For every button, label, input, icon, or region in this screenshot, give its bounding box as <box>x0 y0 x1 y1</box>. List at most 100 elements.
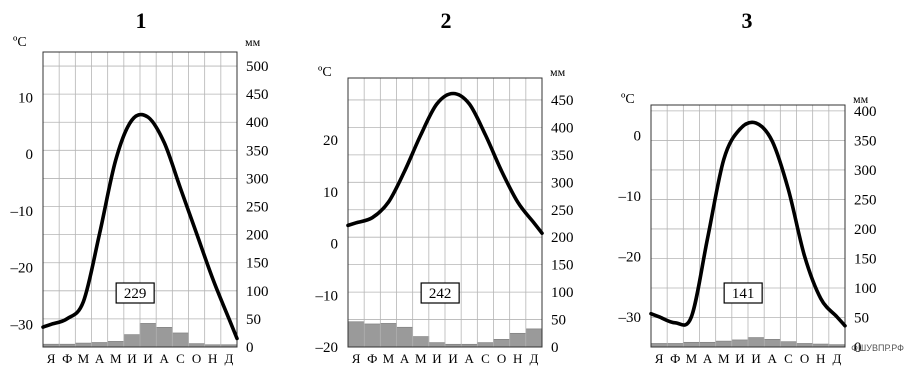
month-label: М <box>383 351 395 366</box>
precipitation-bar <box>107 341 125 348</box>
month-label: И <box>735 351 744 366</box>
precipitation-bar <box>525 328 543 348</box>
month-label: М <box>110 351 122 366</box>
precipitation-bar <box>363 323 381 348</box>
month-label: С <box>176 351 185 366</box>
month-label: Н <box>513 351 522 366</box>
plot-frame <box>347 77 543 348</box>
month-label: И <box>127 351 136 366</box>
annual-precipitation-label: 242 <box>429 286 452 302</box>
month-label: И <box>751 351 760 366</box>
precipitation-tick-label: 100 <box>246 284 269 300</box>
month-label: И <box>143 351 152 366</box>
month-label: Д <box>224 351 233 366</box>
precipitation-unit: мм <box>550 65 566 79</box>
precipitation-tick-label: 300 <box>551 175 574 191</box>
precipitation-tick-label: 200 <box>551 230 574 246</box>
month-label: С <box>784 351 793 366</box>
annual-precipitation-box <box>420 282 460 304</box>
month-label: А <box>703 351 713 366</box>
temperature-unit: ºC <box>13 35 27 50</box>
precipitation-tick-label: 450 <box>246 87 269 103</box>
temperature-tick-label: 0 <box>26 147 34 163</box>
precipitation-bar <box>493 339 510 348</box>
precipitation-tick-label: 500 <box>246 59 269 75</box>
month-label: О <box>800 351 809 366</box>
temperature-tick-label: 0 <box>634 128 642 144</box>
precipitation-bar <box>347 321 365 348</box>
chart-title: 3 <box>742 8 753 33</box>
precipitation-bar <box>715 340 733 348</box>
precipitation-bar <box>75 342 92 348</box>
chart-title: 1 <box>136 8 147 33</box>
temperature-tick-label: 10 <box>18 90 33 106</box>
precipitation-tick-label: 250 <box>246 200 269 216</box>
precipitation-tick-label: 450 <box>551 93 574 109</box>
climatogram-2: 2ºC мм20100–10–20450400350300250200150100… <box>315 8 574 366</box>
precipitation-tick-label: 300 <box>854 163 877 179</box>
month-label: М <box>78 351 90 366</box>
month-label: О <box>497 351 506 366</box>
precipitation-bar <box>763 339 781 348</box>
temperature-tick-label: –10 <box>315 288 339 304</box>
precipitation-bar <box>796 343 813 348</box>
precipitation-unit: мм <box>853 92 869 106</box>
precipitation-tick-label: 50 <box>551 313 566 329</box>
annual-precipitation-label: 141 <box>732 286 755 302</box>
precipitation-tick-label: 150 <box>551 258 574 274</box>
precipitation-bar <box>91 342 108 348</box>
precipitation-bar <box>380 323 397 348</box>
precipitation-bar <box>172 332 189 348</box>
precipitation-bar <box>683 341 700 348</box>
precipitation-tick-label: 300 <box>246 171 269 187</box>
precipitation-tick-label: 50 <box>246 312 261 328</box>
watermark: ФШУВПР.РФ <box>851 343 904 353</box>
precipitation-bar <box>747 337 765 348</box>
month-label: М <box>718 351 730 366</box>
precipitation-tick-label: 100 <box>551 285 574 301</box>
precipitation-tick-label: 350 <box>854 133 877 149</box>
precipitation-unit: мм <box>245 35 261 49</box>
month-label: А <box>160 351 170 366</box>
temperature-tick-label: –10 <box>10 204 34 220</box>
precipitation-bar <box>155 327 173 348</box>
month-label: Д <box>832 351 841 366</box>
month-label: Ф <box>670 351 680 366</box>
temperature-tick-label: 20 <box>323 133 338 149</box>
precipitation-bar <box>780 341 797 348</box>
precipitation-tick-label: 400 <box>551 120 574 136</box>
month-label: М <box>686 351 698 366</box>
month-label: А <box>768 351 778 366</box>
precipitation-bar <box>650 343 668 348</box>
annual-precipitation-box <box>723 282 763 304</box>
precipitation-tick-label: 250 <box>854 192 877 208</box>
annual-precipitation-box <box>115 282 155 304</box>
precipitation-bar <box>699 341 716 348</box>
precipitation-bar <box>412 336 430 348</box>
precipitation-tick-label: 200 <box>854 222 877 238</box>
precipitation-tick-label: 150 <box>854 251 877 267</box>
precipitation-tick-label: 0 <box>551 340 559 356</box>
precipitation-tick-label: 50 <box>854 310 869 326</box>
temperature-tick-label: –30 <box>618 310 642 326</box>
precipitation-tick-label: 200 <box>246 228 269 244</box>
climatogram-3: 3 ºC мм 0 –10 –20 –30 400 350 300 250 200 150 100 50 0 Я… <box>618 8 877 366</box>
precipitation-bar <box>731 339 749 348</box>
annual-precipitation-label: 229 <box>124 286 147 302</box>
month-label: И <box>448 351 457 366</box>
temperature-tick-label: –10 <box>618 189 642 205</box>
month-label: А <box>95 351 105 366</box>
temperature-tick-label: 10 <box>323 185 338 201</box>
temperature-unit: ºC <box>318 65 332 80</box>
month-label: Н <box>208 351 217 366</box>
temperature-tick-label: 0 <box>331 237 339 253</box>
month-label: О <box>192 351 201 366</box>
month-label: Я <box>655 351 664 366</box>
precipitation-bar <box>188 343 205 348</box>
temperature-tick-label: –30 <box>10 317 34 333</box>
month-label: Н <box>816 351 825 366</box>
temperature-curve <box>41 112 239 341</box>
precipitation-tick-label: 0 <box>246 340 254 356</box>
month-label: Д <box>529 351 538 366</box>
